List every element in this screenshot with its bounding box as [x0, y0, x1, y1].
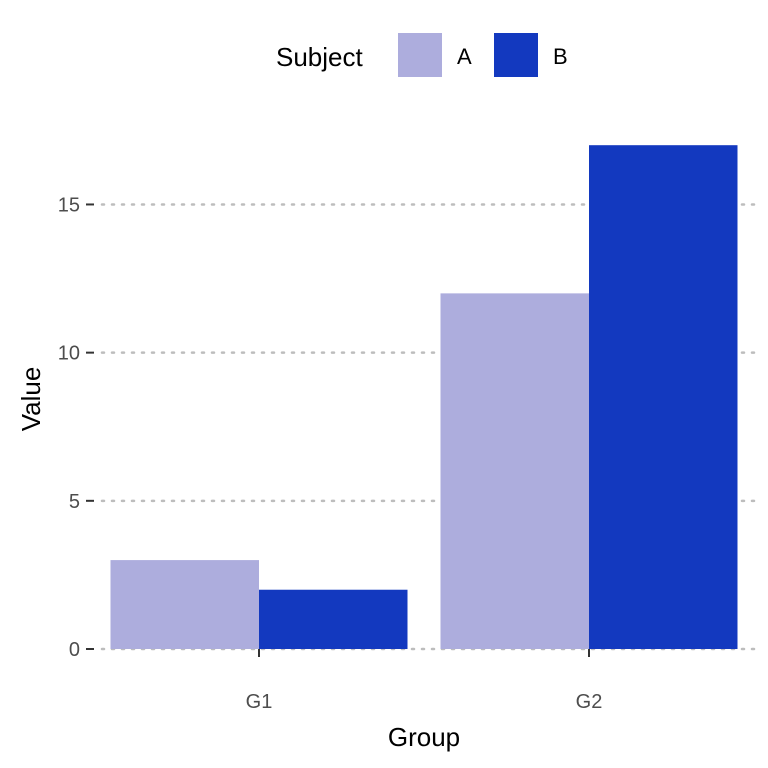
y-axis-title: Value — [16, 367, 46, 432]
x-tick-label-g2: G2 — [576, 691, 603, 713]
y-tick-label-15: 15 — [58, 194, 80, 216]
y-tick-label-0: 0 — [69, 639, 80, 661]
x-axis-title: Group — [388, 722, 460, 752]
x-axis: G1 G2 — [246, 649, 603, 713]
legend-label-a: A — [457, 44, 472, 69]
bars — [110, 145, 738, 649]
legend-swatch-a — [398, 33, 442, 77]
y-axis: 0 5 10 15 — [58, 194, 94, 661]
legend-swatch-b — [494, 33, 538, 77]
y-tick-label-10: 10 — [58, 343, 80, 365]
legend-title: Subject — [276, 42, 363, 72]
bar-g2-b — [589, 145, 738, 649]
legend-label-b: B — [553, 44, 568, 69]
bar-g2-a — [440, 293, 589, 649]
bar-g1-b — [259, 589, 408, 649]
legend: Subject A B — [276, 33, 568, 77]
x-tick-label-g1: G1 — [246, 691, 273, 713]
y-tick-label-5: 5 — [69, 491, 80, 513]
bar-g1-a — [110, 560, 259, 649]
